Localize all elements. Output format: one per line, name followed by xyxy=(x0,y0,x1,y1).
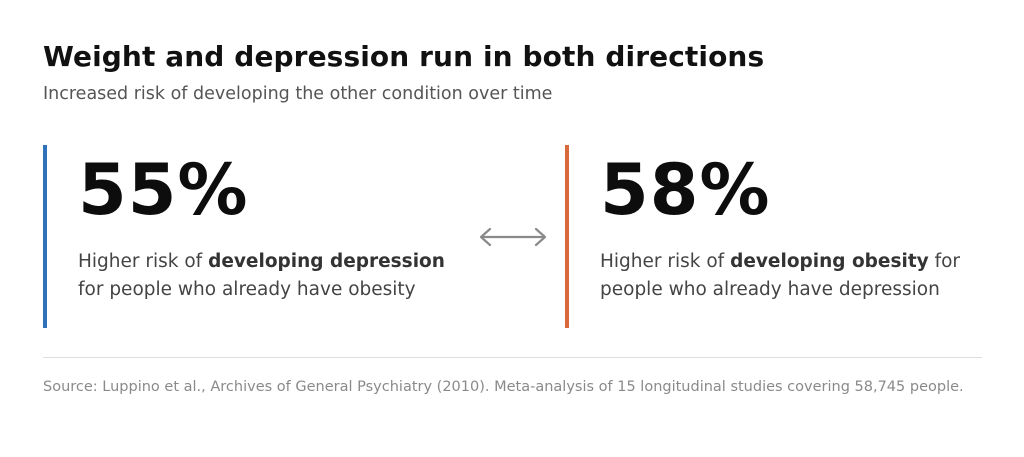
stat-obesity-to-depression: 55% Higher risk of developing depression… xyxy=(43,145,463,328)
double-headed-arrow-icon xyxy=(479,227,547,247)
stat-description-suffix: for people who already have depression xyxy=(600,251,961,300)
stat-description-suffix: for people who already have obesity xyxy=(78,279,416,300)
page-subtitle: Increased risk of developing the other c… xyxy=(43,84,553,104)
page-title: Weight and depression run in both direct… xyxy=(43,40,765,73)
stat-description-prefix: Higher risk of xyxy=(78,251,209,272)
stat-description-emphasis: developing depression xyxy=(208,251,445,272)
stat-description: Higher risk of developing obesity for pe… xyxy=(600,248,985,304)
stat-description: Higher risk of developing depression for… xyxy=(78,248,463,304)
stat-value: 58% xyxy=(600,149,771,231)
stat-description-emphasis: developing obesity xyxy=(730,251,929,272)
divider xyxy=(43,357,982,358)
stat-value: 55% xyxy=(78,149,249,231)
stat-description-prefix: Higher risk of xyxy=(600,251,731,272)
source-note: Source: Luppino et al., Archives of Gene… xyxy=(43,379,964,395)
stat-depression-to-obesity: 58% Higher risk of developing obesity fo… xyxy=(565,145,985,328)
